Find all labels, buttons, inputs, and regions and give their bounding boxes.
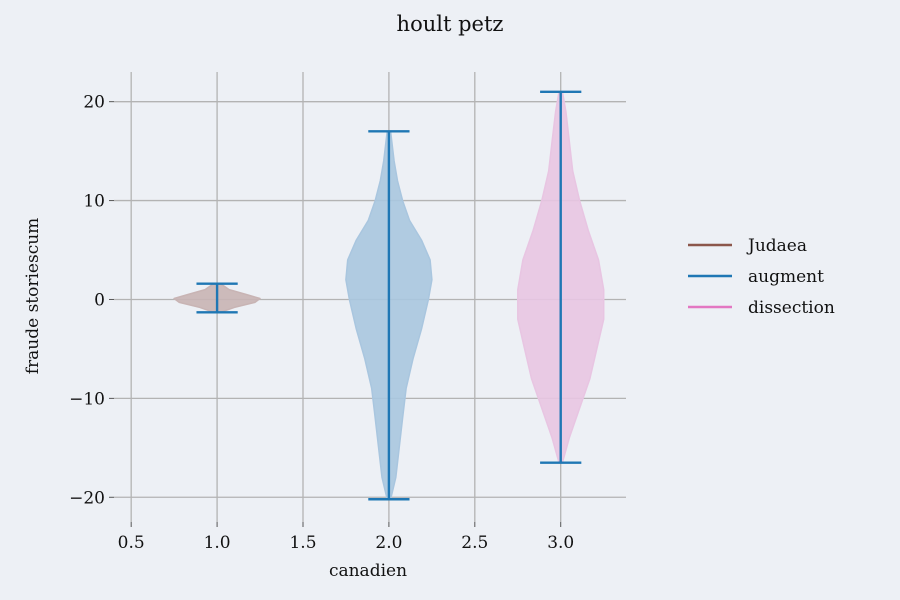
x-tick-label: 2.5 <box>461 533 488 553</box>
x-tick-label: 1.5 <box>289 533 316 553</box>
legend: Judaea augment dissection <box>688 236 835 318</box>
violins <box>173 90 605 501</box>
x-tick-label: 3.0 <box>547 533 574 553</box>
x-axis-ticks: 0.5 1.0 1.5 2.0 2.5 3.0 <box>118 522 574 553</box>
y-axis-label: fraude storiescum <box>23 218 43 375</box>
chart-title: hoult petz <box>397 12 504 36</box>
violin-augment <box>345 130 433 501</box>
y-axis-ticks: −20 −10 0 10 20 <box>69 93 114 508</box>
x-tick-label: 0.5 <box>118 533 145 553</box>
y-tick-label: −10 <box>69 389 105 409</box>
legend-label-dissection: dissection <box>748 298 835 318</box>
x-tick-label: 2.0 <box>375 533 402 553</box>
legend-label-augment: augment <box>748 267 824 287</box>
y-tick-label: 10 <box>83 192 105 212</box>
y-tick-label: −20 <box>69 488 105 508</box>
x-tick-label: 1.0 <box>204 533 231 553</box>
violin-judaea <box>173 282 261 314</box>
y-tick-label: 0 <box>94 290 105 310</box>
legend-label-judaea: Judaea <box>746 236 807 256</box>
x-axis-label: canadien <box>329 561 407 581</box>
y-tick-label: 20 <box>83 93 105 113</box>
violin-dissection <box>517 90 605 464</box>
